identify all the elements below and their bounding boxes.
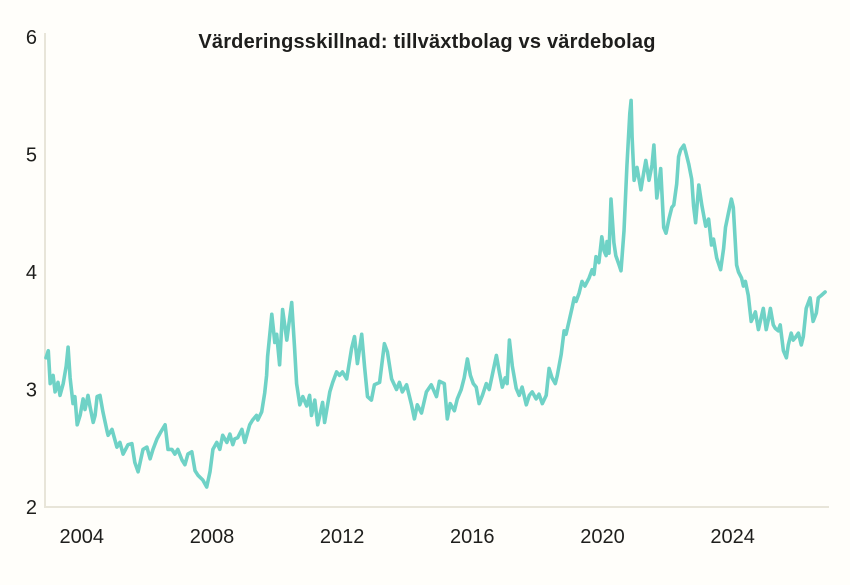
x-tick-label-2004: 2004 <box>60 526 105 548</box>
y-tick-label-5: 5 <box>26 145 37 167</box>
y-tick-label-4: 4 <box>26 262 37 284</box>
x-tick-label-2020: 2020 <box>580 526 625 548</box>
y-axis-tick-labels: 2 3 4 5 6 <box>26 27 37 519</box>
valuation-gap-series-line <box>44 98 827 489</box>
x-axis-tick-labels: 2004 2008 2012 2016 2020 2024 <box>60 526 755 548</box>
x-tick-label-2012: 2012 <box>320 526 365 548</box>
y-tick-label-6: 6 <box>26 27 37 49</box>
y-tick-label-2: 2 <box>26 497 37 519</box>
x-tick-label-2024: 2024 <box>710 526 755 548</box>
chart-title: Värderingsskillnad: tillväxtbolag vs vär… <box>198 31 655 53</box>
y-tick-label-3: 3 <box>26 380 37 402</box>
x-tick-label-2008: 2008 <box>190 526 235 548</box>
x-tick-label-2016: 2016 <box>450 526 495 548</box>
